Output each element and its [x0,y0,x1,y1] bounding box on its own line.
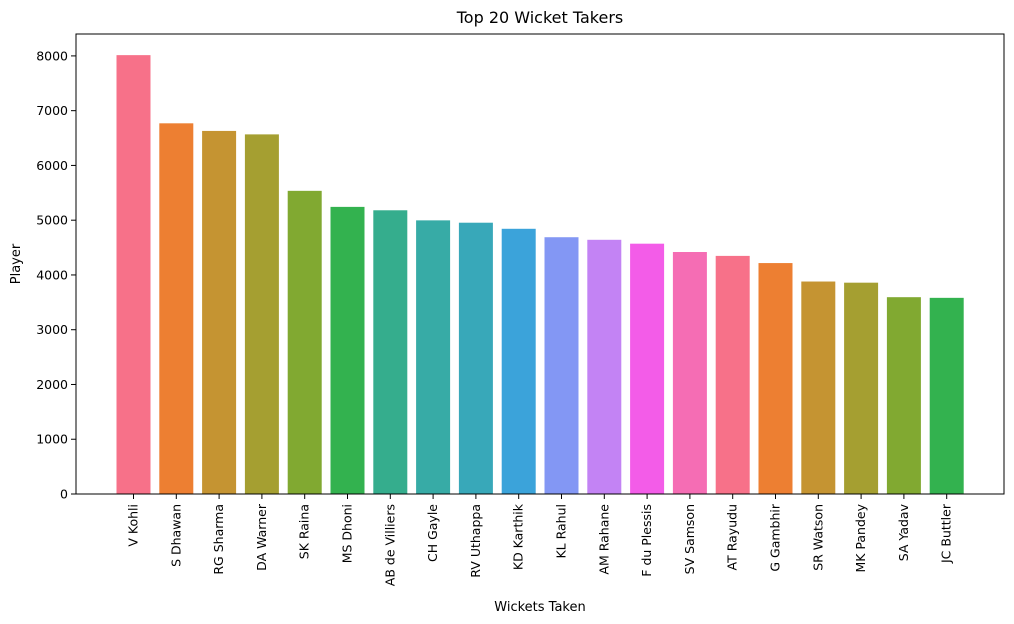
x-tick-label: DA Warner [254,503,269,571]
bar [715,255,750,494]
y-tick-label: 5000 [36,213,68,228]
bar [416,220,451,494]
bars [116,55,964,495]
x-tick-label: RG Sharma [211,504,226,575]
bar [244,134,279,494]
plot-frame [75,33,1005,495]
bar [159,123,194,495]
x-axis-label: Wickets Taken [494,600,585,615]
x-tick-label: RV Uthappa [468,504,483,578]
y-tick-label: 4000 [36,267,68,282]
bar [458,222,493,494]
bar [287,190,322,495]
y-tick-label: 1000 [36,432,68,447]
x-tick-label: SK Raina [297,504,312,559]
bar [844,282,879,494]
x-tick-label: G Gambhir [768,503,783,572]
x-tick-label: CH Gayle [425,504,440,562]
y-tick-label: 7000 [36,103,68,118]
x-tick-label: AB de Villiers [382,504,397,586]
bar [801,281,836,494]
y-tick-label: 0 [60,487,68,502]
x-tick-label: SR Watson [810,504,825,571]
bar [116,55,151,495]
x-tick-label: JC Buttler [939,503,954,564]
x-tick-label: MK Pandey [853,503,868,572]
bar [758,263,793,494]
y-axis: 0 1000 2000 3000 4000 5000 6000 7000 8000 [36,48,76,502]
y-tick-label: 8000 [36,48,68,63]
bar [330,206,365,494]
x-tick-label: SA Yadav [896,503,911,561]
x-tick-label: KL Rahul [554,504,569,559]
bar [373,210,408,494]
y-tick-label: 3000 [36,322,68,337]
bar [886,297,921,494]
x-tick-label: AM Rahane [596,504,611,575]
x-tick-label: SV Samson [682,504,697,574]
bar [929,297,964,494]
x-tick-label: S Dhawan [168,504,183,567]
y-axis-label: Player [9,243,24,284]
bar [544,237,579,494]
bar [630,243,665,494]
bar [672,252,707,494]
bar [501,228,536,495]
x-tick-label: F du Plessis [639,504,654,577]
x-tick-label: AT Rayudu [725,504,740,570]
x-axis: V Kohli S Dhawan RG Sharma DA Warner SK Rain… [126,494,954,586]
bar [587,239,622,494]
chart-title: Top 20 Wicket Takers [456,8,624,27]
x-tick-label: MS Dhoni [340,504,355,563]
y-tick-label: 2000 [36,377,68,392]
bar [202,130,237,494]
x-tick-label: V Kohli [126,504,141,547]
y-tick-label: 6000 [36,158,68,173]
x-tick-label: KD Karthik [511,503,526,570]
